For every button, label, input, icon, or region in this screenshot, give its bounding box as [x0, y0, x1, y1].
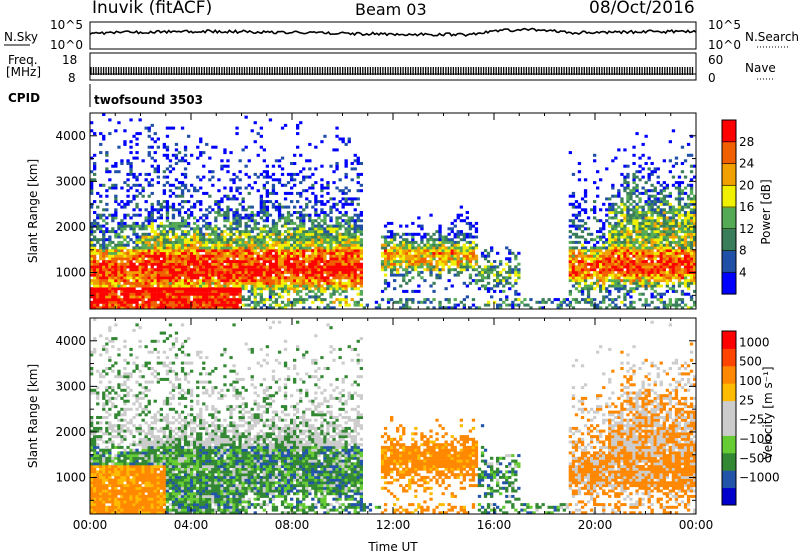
x-tick-1: 04:00 — [174, 518, 209, 532]
power-y-tick-0: 1000 — [55, 266, 86, 280]
power-cbar-tick-1: 8 — [739, 244, 747, 258]
freq-panel: Freq. [MHz] 18 8 60 0 Nave — [6, 52, 776, 85]
power-cbar-swatch-0 — [722, 272, 736, 295]
x-axis-label: Time UT — [367, 540, 418, 554]
velocity-cbar-tick-0: 1000 — [739, 335, 770, 349]
velocity-cbar-tick-6: −500 — [739, 451, 772, 465]
velocity-cbar-tick-5: −100 — [739, 432, 772, 446]
power-cbar-swatch-3 — [722, 207, 736, 230]
vel-y-tick-0: 1000 — [55, 471, 86, 485]
vel-cbar-swatch-1 — [722, 470, 736, 489]
vel-cbar-swatch-3 — [722, 435, 736, 454]
vel-cbar-swatch-7 — [722, 365, 736, 384]
sky-tick-top: 10^5 — [50, 18, 83, 32]
power-cbar-tick-4: 20 — [739, 178, 754, 192]
station-title: Inuvik (fitACF) — [92, 0, 213, 18]
power-cbar-swatch-4 — [722, 185, 736, 208]
power-y-tick-3: 4000 — [55, 129, 86, 143]
vel-cbar-swatch-0 — [722, 487, 736, 506]
search-tick-top: 10^5 — [708, 18, 741, 32]
power-cbar-tick-6: 28 — [739, 135, 754, 149]
power-cbar-swatch-6 — [722, 141, 736, 165]
vel-y-tick-3: 4000 — [55, 334, 86, 348]
velocity-y-axis-label: Slant Range [km] — [26, 364, 40, 468]
nave-tick-bottom: 0 — [708, 71, 716, 85]
velocity-colorbar: 1000 500 100 25 −25 −100 −500 −1000 — [721, 330, 780, 506]
cpid-panel: CPID twofsound 3503 — [8, 84, 203, 107]
vel-cbar-swatch-9 — [722, 331, 736, 349]
cpid-value: twofsound 3503 — [94, 93, 203, 107]
vel-cbar-swatch-4 — [722, 418, 736, 436]
velocity-cbar-tick-7: −1000 — [739, 471, 780, 485]
velocity-cbar-tick-2: 100 — [739, 374, 762, 388]
sky-panel: N.Sky 10^5 10^0 10^5 10^0 N.Search — [4, 18, 799, 52]
vel-cbar-swatch-2 — [722, 452, 736, 471]
freq-tick-top: 18 — [62, 53, 77, 67]
velocity-cbar-tick-3: 25 — [739, 393, 754, 407]
x-tick-6: 00:00 — [679, 518, 714, 532]
vel-cbar-swatch-5 — [722, 400, 736, 419]
power-heatmap — [90, 113, 697, 310]
sky-label: N.Sky — [4, 30, 38, 44]
vel-cbar-swatch-6 — [722, 383, 736, 402]
cpid-label: CPID — [8, 91, 40, 105]
velocity-cbar-tick-1: 500 — [739, 355, 762, 369]
power-colorbar: 4 8 12 16 20 24 28 — [721, 119, 754, 295]
vel-y-tick-2: 3000 — [55, 379, 86, 393]
power-cbar-swatch-5 — [722, 163, 736, 186]
x-tick-3: 12:00 — [376, 518, 411, 532]
power-cbar-swatch-1 — [722, 250, 736, 273]
power-panel: 1000 2000 3000 4000 Slant Range [km] 4 8 12 16… — [26, 112, 773, 310]
vel-y-tick-1: 2000 — [55, 425, 86, 439]
power-cbar-tick-2: 12 — [739, 222, 754, 236]
power-y-tick-1: 2000 — [55, 220, 86, 234]
velocity-heatmap — [90, 318, 697, 515]
sky-noise-trace — [89, 27, 697, 37]
x-tick-0: 00:00 — [73, 518, 108, 532]
power-cbar-tick-0: 4 — [739, 265, 747, 279]
vel-cbar-swatch-8 — [722, 348, 736, 367]
x-tick-5: 20:00 — [578, 518, 613, 532]
velocity-colorbar-label: Velocity [m s⁻¹] — [761, 366, 775, 459]
velocity-cbar-tick-4: −25 — [739, 413, 764, 427]
date-title: 08/Oct/2016 — [589, 0, 695, 18]
freq-tick-bottom: 8 — [68, 71, 76, 85]
velocity-panel: 1000 2000 3000 4000 00:00 04:00 08:00 12:00 16:… — [26, 317, 780, 532]
freq-label: Freq. — [8, 53, 38, 67]
power-cbar-swatch-7 — [722, 120, 736, 143]
search-tick-bottom: 10^0 — [708, 38, 741, 52]
power-cbar-tick-5: 24 — [739, 157, 754, 171]
nave-tick-top: 60 — [708, 53, 723, 67]
power-y-tick-2: 3000 — [55, 174, 86, 188]
nave-label: Nave — [745, 61, 776, 75]
power-y-axis-label: Slant Range [km] — [26, 159, 40, 263]
sky-tick-bottom: 10^0 — [50, 38, 83, 52]
power-colorbar-label: Power [dB] — [759, 179, 773, 244]
power-cbar-swatch-2 — [722, 228, 736, 252]
x-tick-2: 08:00 — [275, 518, 310, 532]
beam-title: Beam 03 — [355, 0, 427, 19]
x-tick-4: 16:00 — [477, 518, 512, 532]
freq-unit: [MHz] — [6, 65, 41, 79]
search-label: N.Search — [745, 30, 799, 44]
power-cbar-tick-3: 16 — [739, 200, 754, 214]
